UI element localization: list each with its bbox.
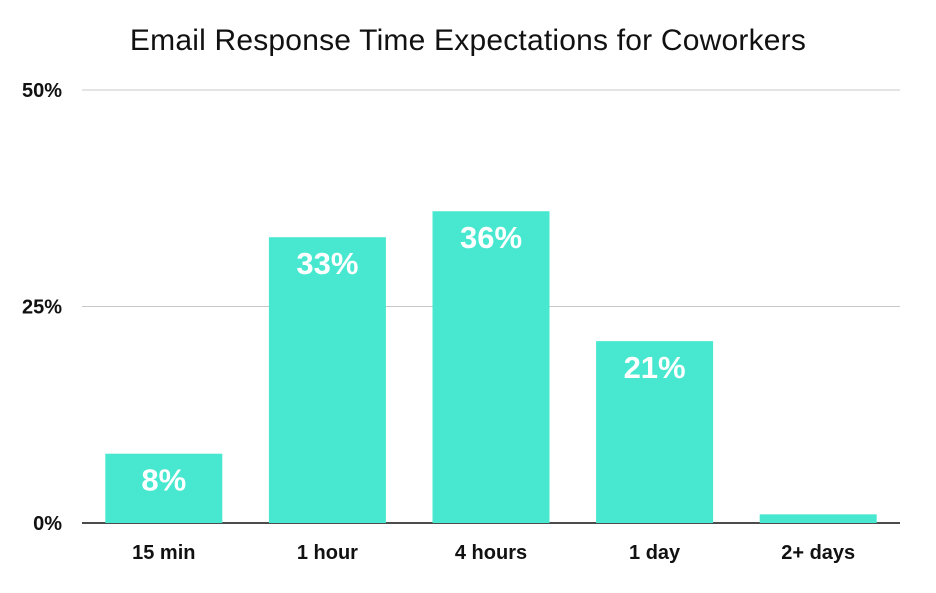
bar — [268, 237, 386, 523]
data-label: 33% — [296, 246, 358, 281]
y-tick-label: 50% — [22, 80, 62, 102]
bar — [432, 211, 550, 524]
x-tick-label: 4 hours — [455, 542, 527, 564]
y-tick-label: 0% — [33, 513, 62, 535]
data-label: 21% — [624, 350, 686, 385]
x-tick-label: 15 min — [132, 542, 195, 564]
x-tick-label: 1 day — [629, 542, 681, 564]
x-tick-label: 2+ days — [781, 542, 855, 564]
x-tick-label: 1 hour — [297, 542, 358, 564]
y-tick-label: 25% — [22, 297, 62, 319]
chart-title: Email Response Time Expectations for Cow… — [129, 24, 807, 57]
data-label: 36% — [460, 220, 522, 255]
bar — [759, 514, 877, 523]
bar — [596, 341, 714, 523]
bar — [105, 453, 223, 523]
data-label: 8% — [141, 463, 186, 498]
